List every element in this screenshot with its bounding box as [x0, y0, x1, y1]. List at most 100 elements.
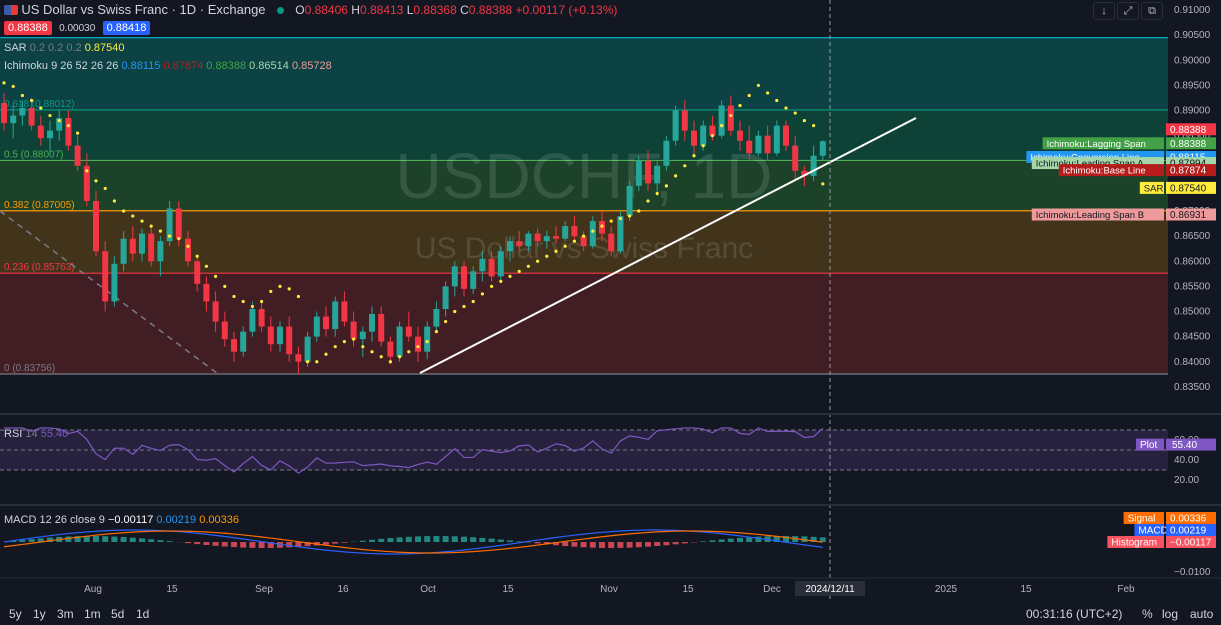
candle-body — [369, 314, 375, 332]
price-tick: 0.84500 — [1174, 332, 1211, 343]
macd-histogram-bar — [617, 542, 624, 548]
sar-dot — [306, 360, 310, 364]
spread-value: 0.00030 — [59, 23, 96, 34]
rsi-legend[interactable]: RSI 14 55.40 — [4, 428, 68, 440]
sar-dot — [333, 345, 337, 349]
candle-body — [571, 226, 578, 237]
time-tick: 16 — [337, 584, 349, 595]
log-toggle[interactable]: log — [1162, 607, 1179, 621]
trade-panel: 0.88388 0.00030 0.88418 — [4, 20, 151, 35]
ichimoku-legend[interactable]: Ichimoku 9 26 52 26 26 0.88115 0.87874 0… — [4, 60, 332, 72]
candle-body — [240, 331, 247, 352]
sar-dot — [223, 284, 227, 288]
ichimoku-lagging-value: 0.88388 — [206, 60, 247, 72]
sar-dot — [793, 111, 797, 115]
range-3m[interactable]: 3m — [57, 607, 74, 621]
buy-button[interactable]: 0.88418 — [102, 21, 151, 35]
sar-legend[interactable]: SAR 0.2 0.2 0.2 0.87540 — [4, 42, 125, 54]
auto-toggle[interactable]: auto — [1190, 607, 1214, 621]
sar-dot — [278, 284, 282, 288]
download-icon[interactable]: ↓ — [1093, 2, 1115, 20]
price-label-value: 0.87994 — [1170, 159, 1207, 170]
sar-dot — [241, 299, 245, 304]
sar-dot — [30, 98, 34, 103]
macd-histogram-value: −0.00117 — [107, 514, 154, 526]
candle-body — [479, 258, 486, 272]
sar-dot — [526, 264, 531, 268]
candle-body — [350, 321, 357, 340]
macd-histogram-bar — [580, 542, 587, 548]
sar-dot — [701, 144, 705, 148]
fib-zone — [0, 37, 1168, 110]
price-label-box — [1166, 181, 1216, 194]
candle-body — [580, 236, 587, 247]
candle-body — [617, 216, 624, 252]
price-tick: 0.85000 — [1174, 307, 1211, 318]
range-1y[interactable]: 1y — [33, 607, 46, 621]
macd-tag-label: Signal — [1128, 514, 1156, 525]
trend-line — [419, 117, 917, 374]
candle-body — [129, 238, 136, 254]
macd-histogram-bar — [424, 536, 431, 542]
candle-body — [497, 251, 504, 277]
open-label: O — [295, 3, 305, 17]
candle-body — [727, 105, 734, 131]
symbol-title[interactable]: US Dollar vs Swiss Franc · 1D · Exchange — [21, 2, 266, 17]
sar-dot — [66, 124, 70, 128]
macd-histogram-bar — [746, 537, 753, 542]
price-label-name: Ichimoku:Leading Span B — [1036, 210, 1144, 221]
time-tick: 15 — [502, 584, 514, 595]
candle-body — [718, 105, 725, 136]
candle-body — [212, 301, 219, 322]
fullscreen-icon[interactable]: ⤢ — [1117, 2, 1139, 20]
macd-histogram-bar — [194, 542, 201, 545]
macd-histogram-bar — [83, 536, 90, 542]
sell-button[interactable]: 0.88388 — [4, 21, 52, 35]
timezone-clock[interactable]: 00:31:16 (UTC+2) — [1026, 607, 1123, 621]
price-tick: 0.89500 — [1174, 80, 1211, 91]
sar-dot — [398, 355, 402, 359]
macd-legend[interactable]: MACD 12 26 close 9 −0.00117 0.00219 0.00… — [4, 514, 239, 526]
range-1m[interactable]: 1m — [84, 607, 101, 621]
candle-body — [442, 286, 449, 309]
macd-value-box — [1166, 524, 1216, 536]
sar-dot — [600, 224, 604, 228]
range-5d[interactable]: 5d — [111, 607, 125, 621]
fib-label: 0.618 (0.88012) — [4, 99, 75, 110]
macd-tag-label: Histogram — [1111, 538, 1157, 549]
sar-dot — [729, 113, 733, 118]
macd-histogram-bar — [139, 538, 145, 542]
candle-body — [341, 301, 348, 322]
open-value: 0.88406 — [304, 3, 348, 17]
sar-dot — [499, 279, 503, 283]
sar-dot — [370, 350, 374, 354]
candle-body — [737, 130, 743, 141]
fib-label: 0.236 (0.85763) — [4, 262, 75, 273]
ichimoku-label: Ichimoku — [4, 60, 49, 72]
range-1d[interactable]: 1d — [136, 607, 150, 621]
sar-dot — [39, 106, 43, 110]
sar-dot — [140, 219, 144, 223]
price-tick: 0.88500 — [1174, 131, 1211, 142]
sar-dot — [195, 254, 199, 258]
macd-histogram-bar — [212, 542, 219, 546]
percent-toggle[interactable]: % — [1142, 607, 1153, 621]
screenshot-icon[interactable]: ⧉ — [1141, 2, 1163, 20]
macd-histogram-bar — [608, 542, 615, 548]
candle-body — [635, 160, 642, 186]
sar-dot — [122, 209, 126, 213]
sar-dot — [388, 360, 392, 364]
price-label-value: 0.87874 — [1170, 166, 1207, 177]
macd-tag — [1107, 536, 1164, 548]
candle-body — [258, 309, 265, 327]
macd-histogram-bar — [295, 542, 302, 547]
candle-body — [764, 135, 771, 154]
sar-params: 0.2 0.2 0.2 — [29, 42, 82, 54]
range-5y[interactable]: 5y — [9, 607, 22, 621]
macd-value-label: −0.00117 — [1170, 538, 1212, 549]
candle-body — [378, 314, 385, 342]
candle-body — [516, 241, 523, 247]
sar-dot — [287, 287, 291, 291]
macd-histogram-bar — [755, 536, 762, 542]
